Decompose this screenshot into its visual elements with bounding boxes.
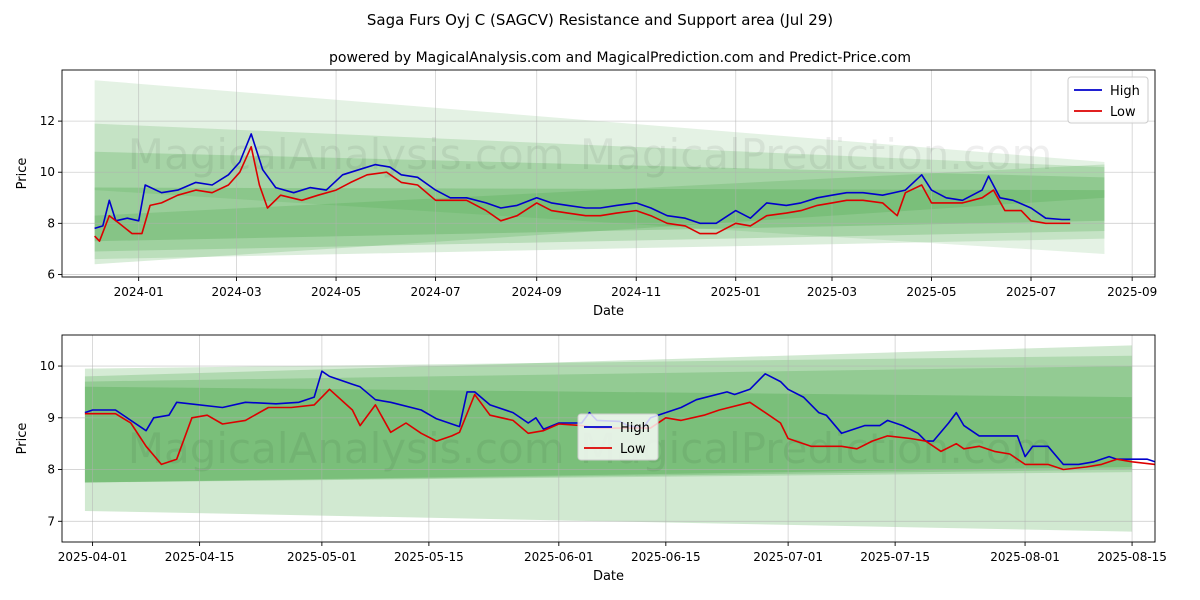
watermark-text: MagicalAnalysis.com (128, 424, 565, 473)
x-tick-label: 2025-08-01 (990, 550, 1060, 564)
x-tick-label: 2024-03 (211, 285, 261, 299)
series-line-high (94, 133, 1071, 230)
bottom-chart: MagicalAnalysis.com MagicalPrediction.com… (15, 334, 1167, 584)
support-resistance-band-4 (94, 164, 1105, 265)
x-axis-label: Date (593, 569, 624, 584)
legend-label-low: Low (1110, 105, 1136, 120)
x-tick-label: 2025-07-15 (860, 550, 930, 564)
axes-frame (61, 334, 1156, 543)
legend-label-low: Low (620, 442, 646, 457)
y-axis-label: Price (15, 158, 30, 190)
x-tick-label: 2025-06-01 (524, 550, 594, 564)
x-tick-label: 2025-09 (1107, 285, 1157, 299)
x-tick-label: 2025-08-15 (1097, 550, 1167, 564)
plot-area (62, 70, 1155, 277)
x-tick-label: 2025-04-01 (58, 550, 128, 564)
x-tick-label: 2025-01 (711, 285, 761, 299)
x-tick-label: 2025-05 (906, 285, 956, 299)
y-tick-label: 7 (47, 514, 55, 528)
y-tick-label: 6 (47, 267, 55, 281)
x-tick-label: 2024-07 (411, 285, 461, 299)
watermark-text: MagicalPrediction.com (580, 130, 1053, 179)
x-tick-label: 2025-06-15 (631, 550, 701, 564)
support-resistance-band-1 (94, 123, 1105, 260)
x-tick-label: 2025-03 (807, 285, 857, 299)
y-tick-label: 8 (47, 216, 55, 230)
x-tick-label: 2024-01 (114, 285, 164, 299)
legend-label-high: High (1110, 84, 1140, 99)
legend: High Low (577, 413, 659, 461)
y-tick-label: 10 (40, 165, 55, 179)
watermark-text: MagicalAnalysis.com (128, 130, 565, 179)
x-tick-label: 2025-05-15 (394, 550, 464, 564)
x-tick-label: 2024-11 (611, 285, 661, 299)
x-tick-label: 2024-09 (512, 285, 562, 299)
support-resistance-band-0 (94, 80, 1105, 254)
legend-label-high: High (620, 421, 650, 436)
x-axis-label: Date (593, 304, 624, 319)
x-tick-label: 2025-07-01 (753, 550, 823, 564)
support-resistance-band-2 (94, 151, 1105, 252)
top-chart: MagicalAnalysis.com MagicalPrediction.com… (15, 69, 1157, 319)
x-tick-label: 2025-07 (1006, 285, 1056, 299)
y-tick-label: 8 (47, 463, 55, 477)
series-line-high (84, 370, 1155, 466)
y-axis-label: Price (15, 423, 30, 455)
axes-frame (61, 69, 1156, 278)
x-tick-label: 2025-05-01 (287, 550, 357, 564)
y-tick-label: 9 (47, 411, 55, 425)
x-tick-label: 2024-05 (311, 285, 361, 299)
chart-title: Saga Furs Oyj C (SAGCV) Resistance and S… (367, 11, 833, 29)
x-tick-label: 2025-04-15 (165, 550, 235, 564)
series-line-low (94, 145, 1071, 242)
legend: High Low (1067, 76, 1149, 124)
y-tick-label: 12 (40, 114, 55, 128)
chart-subtitle: powered by MagicalAnalysis.com and Magic… (329, 50, 911, 66)
y-tick-label: 10 (40, 359, 55, 373)
